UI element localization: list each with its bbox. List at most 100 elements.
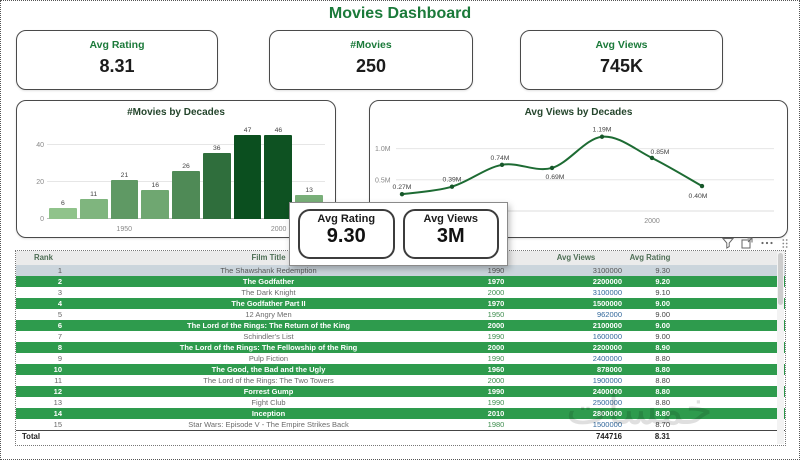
cell-film-title: Star Wars: Episode V - The Empire Strike… <box>188 420 349 429</box>
cell-avg-rating: 9.20 <box>655 277 670 286</box>
cell-avg-views: 2400000 <box>592 387 622 396</box>
cell-film-title: The Godfather Part II <box>231 299 306 308</box>
cell-avg-views: 1900000 <box>592 376 622 385</box>
bar[interactable] <box>49 207 77 219</box>
scrollbar-thumb[interactable] <box>778 253 783 305</box>
total-avg-rating: 8.31 <box>654 432 670 441</box>
bar[interactable] <box>141 189 170 219</box>
table-row[interactable]: 14 Inception 2010 2800000 8.80 <box>16 408 785 419</box>
bar-value-label: 26 <box>182 163 190 171</box>
cell-avg-views: 1600000 <box>592 332 622 341</box>
tooltip-label: Avg Views <box>423 213 478 225</box>
cell-avg-rating: 8.80 <box>655 365 670 374</box>
data-point[interactable] <box>649 155 655 161</box>
total-spacer <box>466 431 526 444</box>
cell-year: 1980 <box>487 420 505 429</box>
cell-spacer <box>674 331 785 342</box>
bar[interactable] <box>264 135 293 219</box>
cell-rank: 4 <box>57 299 62 308</box>
more-options-icon[interactable] <box>760 237 774 249</box>
cell-avg-views: 2400000 <box>592 354 622 363</box>
cell-rank: 13 <box>53 398 62 407</box>
cell-film-title: The Good, the Bad and the Ugly <box>211 365 326 374</box>
kpi-card-avg-views[interactable]: Avg Views 745K <box>520 30 723 90</box>
table-row[interactable]: 1 The Shawshank Redemption 1990 3100000 9.30 <box>16 265 785 276</box>
filter-icon[interactable] <box>722 237 734 249</box>
data-point[interactable] <box>699 183 705 189</box>
column-header-film-title[interactable]: Film Title <box>251 253 286 262</box>
bar-column: 6 <box>49 127 77 219</box>
bar-chart-title: #Movies by Decades <box>127 107 225 118</box>
data-point[interactable] <box>399 191 405 197</box>
table-total-row: Total 744716 8.31 <box>16 430 785 444</box>
cell-avg-views: 2500000 <box>592 398 622 407</box>
kpi-card-avg-rating[interactable]: Avg Rating 8.31 <box>16 30 218 90</box>
cell-spacer <box>674 342 785 353</box>
x-axis-tick-label: 2000 <box>270 226 287 233</box>
table-row[interactable]: 11 The Lord of the Rings: The Two Towers 2… <box>16 375 785 386</box>
bar[interactable] <box>233 135 262 219</box>
bar-column: 46 <box>264 127 293 219</box>
table-body: 1 The Shawshank Redemption 1990 3100000 9.30… <box>16 265 785 430</box>
column-header-avg-views[interactable]: Avg Views <box>556 253 596 262</box>
bar[interactable] <box>110 180 139 219</box>
column-header-spacer <box>674 251 785 265</box>
cell-film-title: The Lord of the Rings: The Two Towers <box>203 376 334 385</box>
bar-value-label: 11 <box>90 190 98 198</box>
movies-table-visual[interactable]: Rank Film Title Avg Views Avg Rating 1 The S… <box>15 250 786 446</box>
table-row[interactable]: 5 12 Angry Men 1950 962000 9.00 <box>16 309 785 320</box>
table-row[interactable]: 2 The Godfather 1970 2200000 9.20 <box>16 276 785 287</box>
cell-spacer <box>674 353 785 364</box>
table-row[interactable]: 9 Pulp Fiction 1990 2400000 8.80 <box>16 353 785 364</box>
cell-rank: 11 <box>54 376 62 385</box>
cell-spacer <box>674 276 785 287</box>
cell-avg-views: 1500000 <box>592 299 622 308</box>
bar[interactable] <box>202 152 231 219</box>
table-scrollbar[interactable] <box>777 252 784 444</box>
y-axis-tick-label: 0.5M <box>375 177 391 184</box>
cell-avg-rating: 9.30 <box>655 266 670 275</box>
table-row[interactable]: 12 Forrest Gump 1990 2400000 8.80 <box>16 386 785 397</box>
cell-rank: 6 <box>57 321 62 330</box>
cell-spacer <box>674 386 785 397</box>
cell-year: 2000 <box>487 343 505 352</box>
cell-film-title: The Lord of the Rings: The Fellowship of… <box>179 343 358 352</box>
data-point-label: 0.69M <box>546 174 565 181</box>
table-row[interactable]: 10 The Good, the Bad and the Ugly 1960 8780… <box>16 364 785 375</box>
kpi-card-movies-count[interactable]: #Movies 250 <box>269 30 473 90</box>
bar-chart-plot-area: 0 20 40 6 11 21 16 26 36 47 46 13 1950 2000 <box>36 127 325 233</box>
column-header-rank[interactable]: Rank <box>33 253 54 262</box>
cell-rank: 1 <box>57 266 62 275</box>
table-row[interactable]: 6 The Lord of the Rings: The Return of th… <box>16 320 785 331</box>
table-row[interactable]: 7 Schindler's List 1990 1600000 9.00 <box>16 331 785 342</box>
cell-year: 1950 <box>487 310 505 319</box>
table-row[interactable]: 15 Star Wars: Episode V - The Empire Stri… <box>16 419 785 430</box>
data-point[interactable] <box>499 162 505 168</box>
cell-rank: 14 <box>53 409 62 418</box>
bar[interactable] <box>172 171 200 219</box>
table-row[interactable]: 4 The Godfather Part II 1970 1500000 9.00 <box>16 298 785 309</box>
bar-value-label: 6 <box>61 199 65 207</box>
x-axis-tick-label: 2000 <box>644 218 660 225</box>
bar[interactable] <box>79 198 108 219</box>
data-point[interactable] <box>599 134 605 139</box>
table-row[interactable]: 8 The Lord of the Rings: The Fellowship o… <box>16 342 785 353</box>
bar-column: 16 <box>141 127 170 219</box>
bar-value-label: 16 <box>151 181 160 189</box>
data-point[interactable] <box>449 184 455 189</box>
focus-mode-icon[interactable] <box>741 237 753 249</box>
table-row[interactable]: 3 The Dark Knight 2000 3100000 9.10 <box>16 287 785 298</box>
cell-year: 2000 <box>487 376 505 385</box>
cell-avg-views: 1500000 <box>592 420 622 429</box>
cell-rank: 12 <box>53 387 62 396</box>
bar-column: 11 <box>79 127 108 219</box>
cell-avg-views: 2100000 <box>592 321 622 330</box>
drag-handle-icon[interactable] <box>781 238 789 249</box>
cell-avg-rating: 8.80 <box>655 376 670 385</box>
gridline <box>47 144 325 146</box>
column-header-avg-rating[interactable]: Avg Rating <box>629 253 671 262</box>
bar-chart-visual[interactable]: #Movies by Decades 0 20 40 6 11 21 16 26 36 47 46 1… <box>16 100 336 238</box>
tooltip-value: 9.30 <box>326 225 366 247</box>
table-row[interactable]: 13 Fight Club 1990 2500000 8.80 <box>16 397 785 408</box>
data-point[interactable] <box>549 165 555 171</box>
